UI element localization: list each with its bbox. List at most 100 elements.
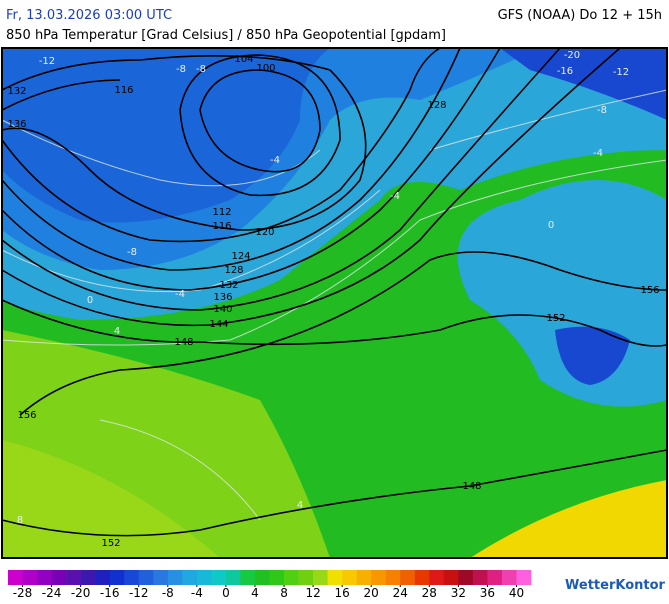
- map: [1, 47, 668, 559]
- colorbar-cell: [429, 570, 445, 585]
- colorbar-cell: [109, 570, 125, 585]
- geopotential-label: 132: [219, 280, 238, 291]
- geopotential-label: 156: [17, 410, 36, 421]
- colorbar-cell: [298, 570, 314, 585]
- colorbar-cell: [254, 570, 270, 585]
- temperature-label: 0: [548, 220, 554, 231]
- colorbar-cell: [80, 570, 96, 585]
- colorbar-label: 32: [451, 586, 466, 600]
- colorbar-cell: [269, 570, 285, 585]
- colorbar-label: -20: [71, 586, 91, 600]
- geopotential-label: 140: [213, 304, 232, 315]
- colorbar-cell: [22, 570, 38, 585]
- colorbar-label: 0: [222, 586, 230, 600]
- colorbar-cell: [313, 570, 328, 585]
- colorbar-cell: [8, 570, 23, 585]
- geopotential-label: 116: [114, 85, 133, 96]
- colorbar-label: 24: [393, 586, 408, 600]
- colorbar-label: -4: [191, 586, 203, 600]
- colorbar-cell: [327, 570, 343, 585]
- geopotential-label: 112: [212, 207, 231, 218]
- temperature-label: -8: [597, 105, 607, 116]
- geopotential-label: 152: [101, 538, 120, 549]
- temperature-label: -4: [390, 191, 400, 202]
- colorbar-cell: [211, 570, 227, 585]
- colorbar-cell: [385, 570, 401, 585]
- geopotential-label: 104: [234, 54, 253, 65]
- temperature-label: -8: [127, 247, 137, 258]
- temperature-label: 0: [87, 295, 93, 306]
- temperature-label: -8: [196, 64, 206, 75]
- colorbar-label: 40: [509, 586, 524, 600]
- colorbar-label: 12: [305, 586, 320, 600]
- colorbar-cell: [516, 570, 532, 585]
- geopotential-label: 148: [174, 337, 193, 348]
- colorbar-cell: [182, 570, 198, 585]
- colorbar-label: 4: [251, 586, 259, 600]
- temperature-label: -4: [175, 289, 185, 300]
- colorbar-cell: [225, 570, 241, 585]
- colorbar-label: 20: [364, 586, 379, 600]
- geopotential-label: 152: [546, 313, 565, 324]
- colorbar-cell: [284, 570, 299, 585]
- temperature-label: -4: [593, 148, 603, 159]
- colorbar-cell: [458, 570, 474, 585]
- colorbar-cell: [356, 570, 372, 585]
- temperature-label: -12: [39, 56, 55, 67]
- temperature-label: -20: [564, 50, 580, 61]
- colorbar-label: 36: [480, 586, 495, 600]
- colorbar-cell: [153, 570, 169, 585]
- temperature-label: 8: [17, 515, 23, 526]
- colorbar-cell: [501, 570, 517, 585]
- temperature-label: 4: [297, 500, 303, 511]
- colorbar-cell: [400, 570, 416, 585]
- colorbar-label: -8: [162, 586, 174, 600]
- colorbar-label: -16: [100, 586, 120, 600]
- geopotential-label: 128: [224, 265, 243, 276]
- colorbar-label: 28: [422, 586, 437, 600]
- colorbar-cell: [167, 570, 183, 585]
- geopotential-label: 128: [427, 100, 446, 111]
- colorbar-cell: [240, 570, 256, 585]
- date: Fr, 13.03.2026 03:00 UTC: [6, 8, 172, 23]
- subtitle: 850 hPa Temperatur [Grad Celsius] / 850 …: [6, 28, 446, 43]
- colorbar-cell: [443, 570, 459, 585]
- geopotential-label: 156: [640, 285, 659, 296]
- colorbar-cell: [66, 570, 81, 585]
- geopotential-label: 144: [209, 319, 228, 330]
- geopotential-label: 148: [462, 481, 481, 492]
- colorbar-label: 16: [334, 586, 349, 600]
- colorbar-label: -12: [129, 586, 149, 600]
- colorbar-cell: [196, 570, 212, 585]
- logo: WetterKontor: [565, 578, 666, 593]
- colorbar: -28 -24 -20 -16 -12 -8 -4 0 4 8 12 16 20 24 28 32 36 40: [8, 570, 532, 600]
- geopotential-label: 100: [256, 63, 275, 74]
- temperature-label: -8: [176, 64, 186, 75]
- geopotential-label: 132: [7, 86, 26, 97]
- geopotential-label: 136: [213, 292, 232, 303]
- temperature-label: 4: [114, 326, 120, 337]
- colorbar-cell: [95, 570, 110, 585]
- colorbar-cell: [342, 570, 357, 585]
- colorbar-cell: [371, 570, 387, 585]
- colorbar-cell: [124, 570, 140, 585]
- colorbar-label: -28: [13, 586, 33, 600]
- colorbar-cell: [472, 570, 488, 585]
- colorbar-cell: [414, 570, 430, 585]
- model: GFS (NOAA) Do 12 + 15h: [498, 8, 662, 23]
- geopotential-label: 116: [212, 221, 231, 232]
- geopotential-label: 136: [7, 119, 26, 130]
- colorbar-label: -24: [42, 586, 62, 600]
- colorbar-cell: [138, 570, 154, 585]
- colorbar-cell: [37, 570, 52, 585]
- colorbar-cell: [51, 570, 67, 585]
- geopotential-label: 124: [231, 251, 250, 262]
- temperature-label: -4: [270, 155, 280, 166]
- colorbar-label: 8: [280, 586, 288, 600]
- temperature-label: -12: [613, 67, 629, 78]
- temperature-label: -16: [557, 66, 573, 77]
- colorbar-cell: [487, 570, 503, 585]
- geopotential-label: 120: [255, 227, 274, 238]
